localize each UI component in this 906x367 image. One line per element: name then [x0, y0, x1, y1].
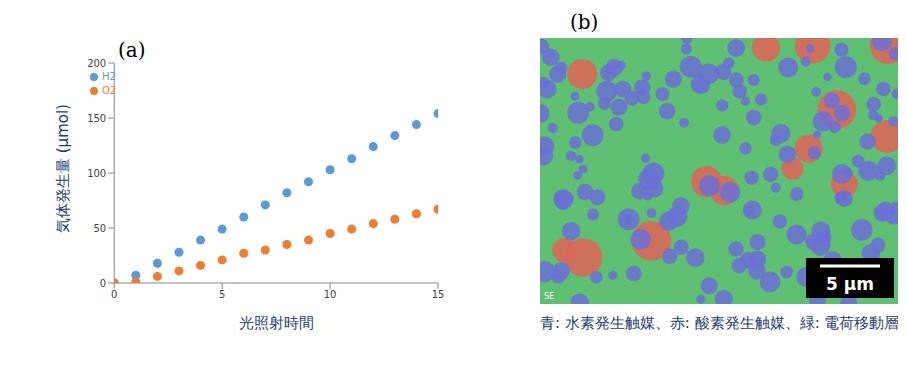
html-text:O2: O2 [102, 85, 117, 96]
svg-text:気体発生量 (μmol): 気体発生量 (μmol) [54, 104, 72, 233]
html-text:H2: H2 [102, 71, 116, 82]
svg-text:5: 5 [219, 289, 225, 300]
svg-text:50: 50 [94, 223, 107, 234]
html-text:青: 水素発生触媒、赤: 酸素発生触媒、緑: 電荷移動層: 青: 水素発生触媒、赤: 酸素発生触媒、緑: 電荷移動層 [540, 314, 900, 332]
svg-text:10: 10 [324, 289, 337, 300]
svg-text:200: 200 [87, 58, 106, 69]
svg-text:100: 100 [87, 168, 106, 179]
svg-text:0: 0 [111, 289, 117, 300]
svg-text:5 μm: 5 μm [826, 274, 874, 294]
svg-text:SE: SE [544, 292, 554, 301]
svg-text:150: 150 [87, 113, 106, 124]
html-text:(a): (a) [118, 38, 146, 62]
svg-text:光照射時間: 光照射時間 [239, 314, 314, 332]
svg-text:0: 0 [100, 278, 106, 289]
html-text:(b): (b) [570, 10, 599, 34]
svg-text:15: 15 [432, 289, 445, 300]
